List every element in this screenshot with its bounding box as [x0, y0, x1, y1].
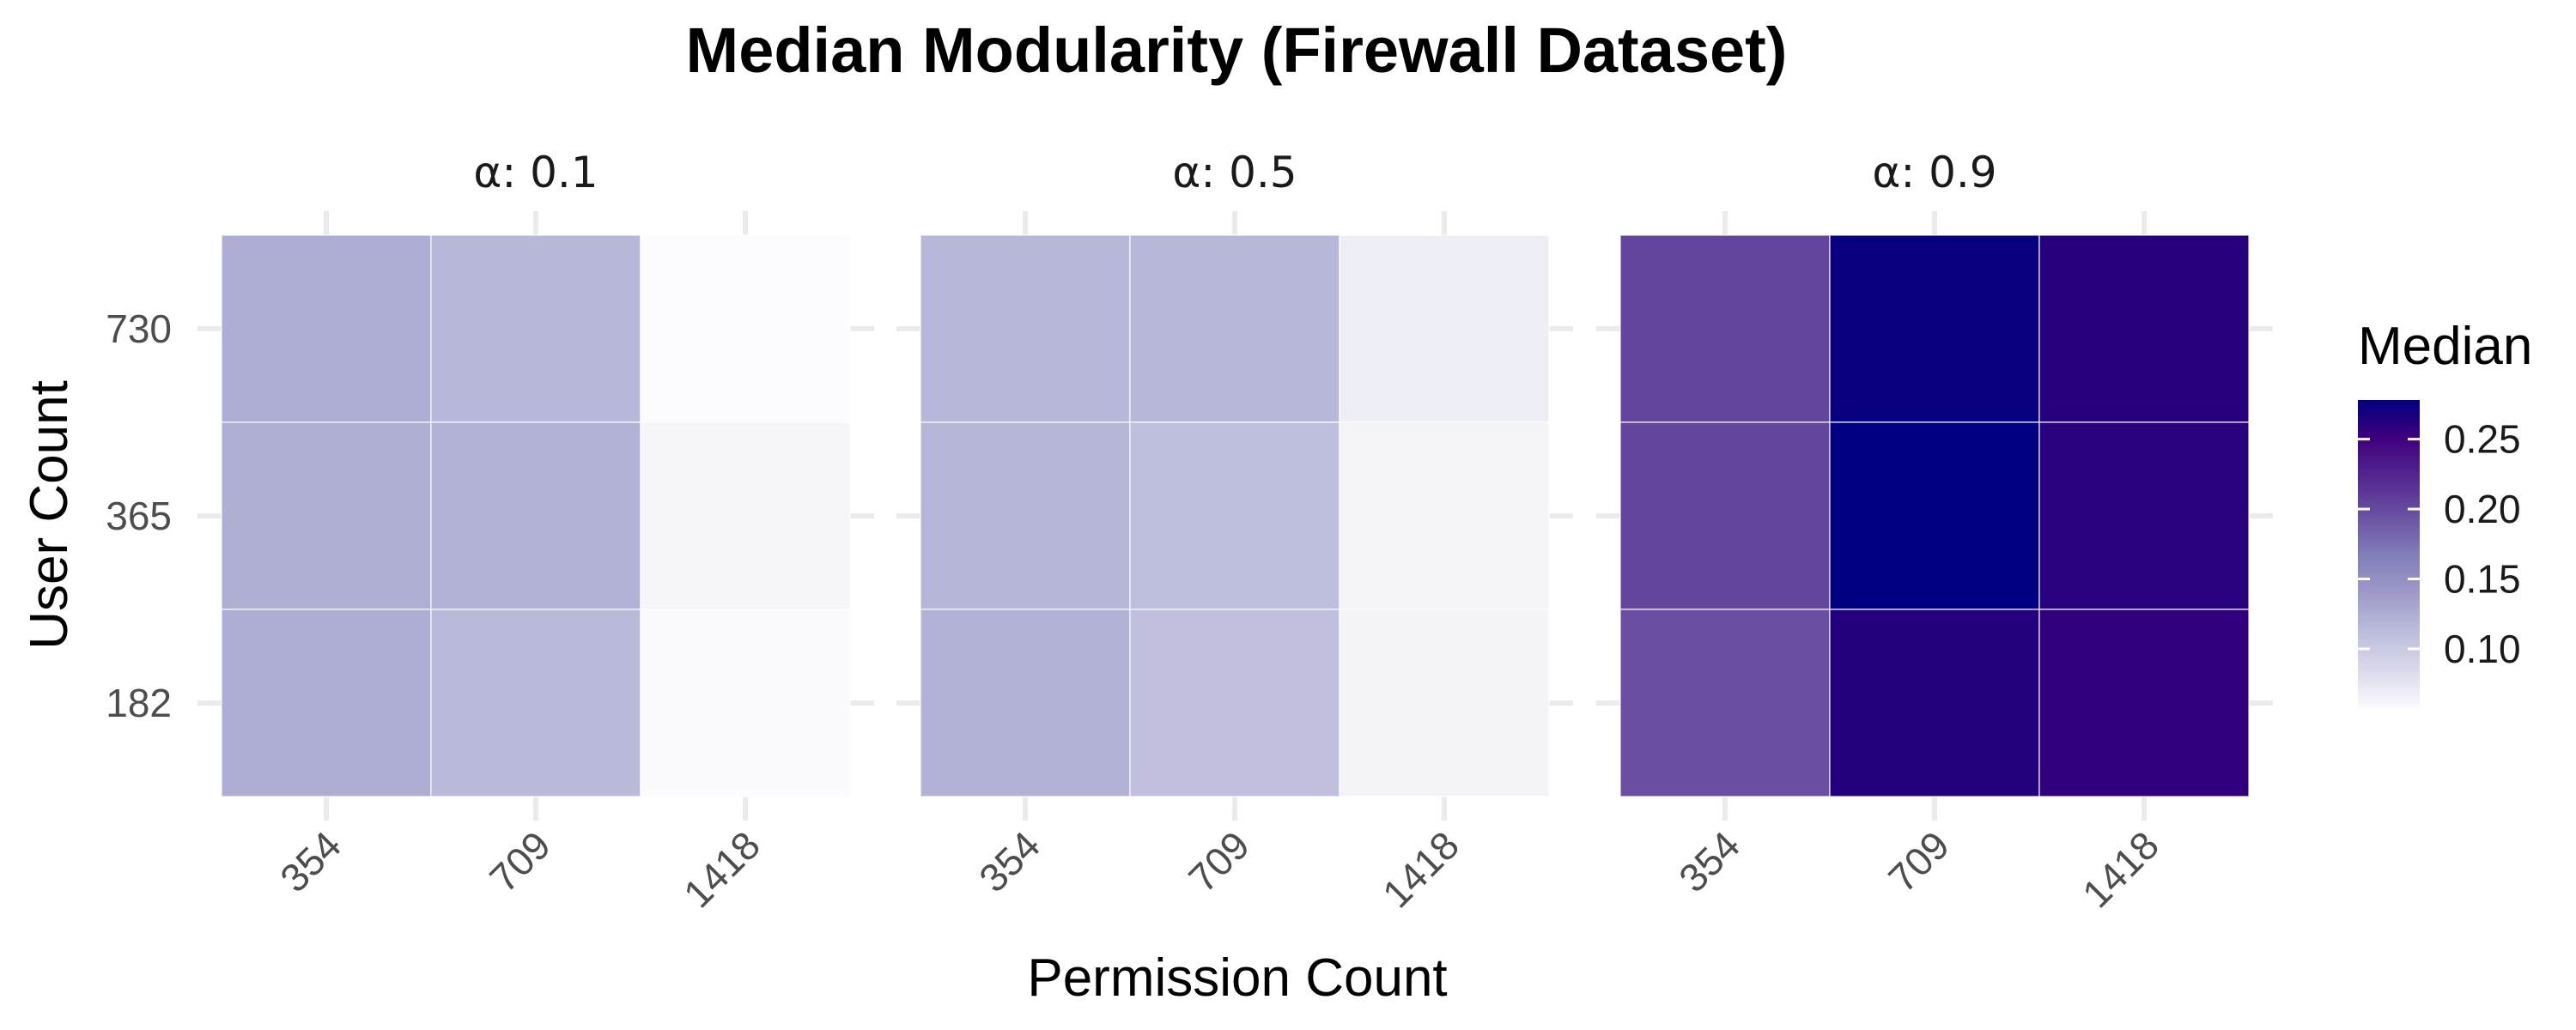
x-tick-label: 1418 — [1374, 822, 1467, 916]
y-tick-label: 730 — [106, 306, 172, 351]
legend-tick-label: 0.10 — [2444, 627, 2521, 671]
heatmap-cell — [1129, 421, 1340, 610]
facet-panels: α: 0.1 354 709 1418 α: 0.5 354 709 1418 α: 0.9 35… — [197, 148, 2273, 916]
heatmap-cell — [1619, 609, 1831, 797]
color-legend: Median 0.10 0.15 0.20 0.25 — [2358, 317, 2532, 709]
legend-tick-label: 0.15 — [2444, 557, 2521, 602]
x-tick-label: 709 — [481, 822, 559, 900]
heatmap-cell — [1129, 609, 1340, 797]
heatmap-cell — [1829, 609, 2040, 797]
heatmap-cell — [920, 234, 1131, 423]
x-tick-label: 709 — [1880, 822, 1958, 900]
facet-label: α: 0.5 — [1172, 148, 1297, 197]
heatmap-cell — [1829, 421, 2040, 610]
heatmap-cell — [1339, 234, 1550, 423]
y-tick-label: 182 — [106, 681, 172, 725]
y-tick-label: 365 — [106, 494, 172, 538]
facet-label: α: 0.9 — [1872, 148, 1996, 197]
y-axis-title: User Count — [20, 380, 79, 650]
heatmap-cell — [2038, 421, 2250, 610]
heatmap-cell — [640, 609, 851, 797]
heatmap-cell — [2038, 234, 2250, 423]
x-tick-label: 354 — [1670, 822, 1748, 900]
x-tick-label: 354 — [271, 822, 349, 900]
x-axis-title: Permission Count — [1027, 948, 1447, 1008]
legend-tick-label: 0.25 — [2444, 417, 2521, 462]
heatmap-cell — [640, 234, 851, 423]
facet-panel: α: 0.5 354 709 1418 — [896, 148, 1573, 916]
heatmap-cell — [430, 234, 641, 423]
heatmap-cell — [221, 234, 432, 423]
heatmap-cell — [920, 609, 1131, 797]
heatmap-cell — [1619, 421, 1831, 610]
legend-tick-label: 0.20 — [2444, 487, 2521, 531]
heatmap-cell — [1129, 234, 1340, 423]
chart-title: Median Modularity (Firewall Dataset) — [686, 15, 1788, 86]
heatmap-cell — [430, 609, 641, 797]
heatmap-cell — [1619, 234, 1831, 423]
x-tick-label: 354 — [970, 822, 1048, 900]
heatmap-cell — [640, 421, 851, 610]
heatmap-cell — [430, 421, 641, 610]
legend-title: Median — [2358, 317, 2532, 376]
facet-label: α: 0.1 — [473, 148, 598, 197]
heatmap-cell — [221, 421, 432, 610]
heatmap-cell — [2038, 609, 2250, 797]
facet-panel: α: 0.9 354 709 1418 — [1596, 148, 2273, 916]
heatmap-cell — [1829, 234, 2040, 423]
heatmap-cell — [920, 421, 1131, 610]
heatmap-cell — [1339, 609, 1550, 797]
heatmap-cell — [1339, 421, 1550, 610]
facet-panel: α: 0.1 354 709 1418 — [197, 148, 874, 916]
x-tick-label: 1418 — [675, 822, 769, 916]
y-axis-ticks: 730 365 182 — [106, 306, 172, 725]
x-tick-label: 1418 — [2074, 822, 2167, 916]
legend-colorbar — [2358, 400, 2420, 709]
x-tick-label: 709 — [1180, 822, 1258, 900]
heatmap-cell — [221, 609, 432, 797]
